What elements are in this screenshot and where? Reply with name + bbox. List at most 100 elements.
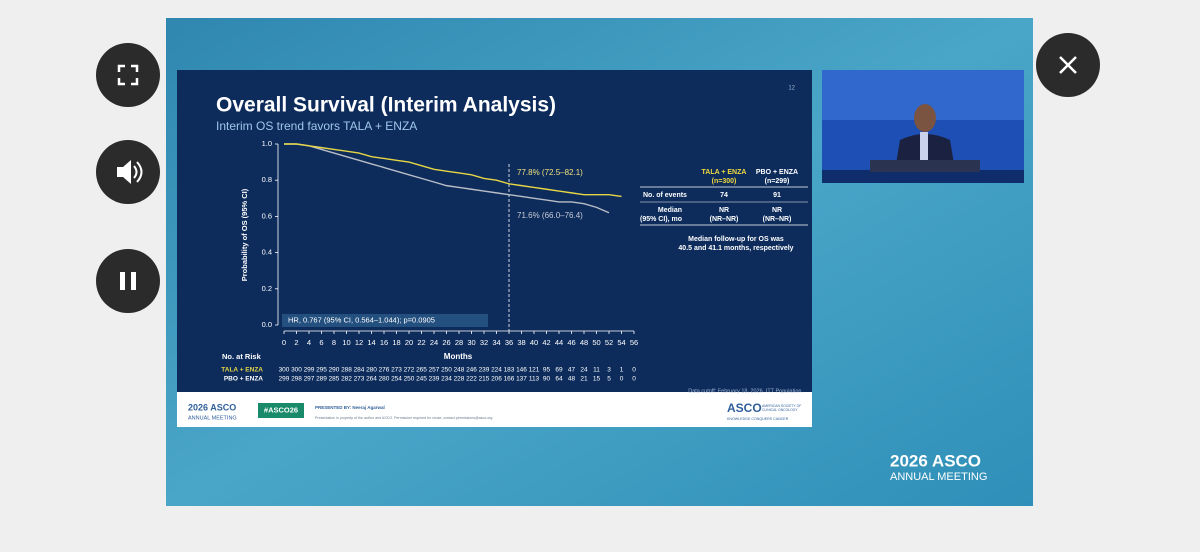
x-tick-label: 18: [392, 338, 400, 347]
y-tick-label: 0.4: [262, 248, 272, 257]
close-button[interactable]: [1036, 33, 1100, 97]
pbo-annotation: 71.6% (66.0–76.4): [517, 211, 583, 220]
at-risk-count: 47: [568, 367, 576, 374]
table-cell: 74: [720, 192, 728, 199]
x-tick-label: 12: [355, 338, 363, 347]
x-tick-label: 8: [332, 338, 336, 347]
at-risk-count: 183: [504, 367, 515, 374]
x-tick-label: 46: [567, 338, 575, 347]
at-risk-count: 248: [454, 367, 465, 374]
footer-meeting: ANNUAL MEETING: [188, 415, 237, 421]
at-risk-label: TALA + ENZA: [221, 367, 263, 374]
table-head: (n=300): [712, 178, 737, 185]
x-tick-label: 20: [405, 338, 413, 347]
at-risk-count: 222: [466, 376, 477, 383]
at-risk-count: 246: [466, 367, 477, 374]
at-risk-count: 3: [607, 367, 611, 374]
x-tick-label: 28: [455, 338, 463, 347]
y-axis-label: Probability of OS (95% CI): [240, 188, 249, 281]
survival-curve: [284, 143, 610, 214]
at-risk-count: 290: [329, 367, 340, 374]
at-risk-count: 299: [304, 367, 315, 374]
x-tick-label: 52: [605, 338, 613, 347]
pause-button[interactable]: [96, 249, 160, 313]
table-cell: NR: [719, 207, 729, 214]
at-risk-count: 300: [291, 367, 302, 374]
at-risk-count: 285: [329, 376, 340, 383]
at-risk-count: 64: [555, 376, 563, 383]
table-head: (n=299): [765, 178, 790, 185]
at-risk-count: 289: [316, 376, 327, 383]
volume-button[interactable]: [96, 140, 160, 204]
at-risk-count: 250: [404, 376, 415, 383]
x-tick-label: 22: [417, 338, 425, 347]
x-tick-label: 32: [480, 338, 488, 347]
at-risk-count: 95: [543, 367, 551, 374]
at-risk-label: PBO + ENZA: [224, 376, 263, 383]
x-axis-label: Months: [444, 352, 473, 361]
at-risk-count: 15: [593, 376, 601, 383]
at-risk-count: 166: [504, 376, 515, 383]
at-risk-count: 257: [429, 367, 440, 374]
at-risk-count: 206: [491, 376, 502, 383]
slide-number: 12: [788, 86, 795, 92]
y-tick-label: 1.0: [262, 139, 272, 148]
at-risk-count: 215: [479, 376, 490, 383]
x-tick-label: 56: [630, 338, 638, 347]
slide-body: [177, 70, 812, 392]
table-head: TALA + ENZA: [702, 169, 747, 176]
speaker-video: [822, 70, 1024, 183]
hr-box: [282, 314, 488, 327]
footer-meeting: 2026 ASCO: [188, 402, 236, 412]
presenter: PRESENTED BY: Neeraj Agarwal: [315, 405, 385, 410]
x-tick-label: 42: [542, 338, 550, 347]
at-risk-count: 224: [491, 367, 502, 374]
x-tick-label: 4: [307, 338, 311, 347]
at-risk-count: 113: [529, 376, 540, 383]
y-tick-label: 0.8: [262, 175, 272, 184]
society: AMERICAN SOCIETY OF: [762, 404, 801, 408]
x-tick-label: 50: [592, 338, 600, 347]
at-risk-count: 273: [391, 367, 402, 374]
at-risk-count: 0: [620, 376, 624, 383]
at-risk-count: 0: [632, 376, 636, 383]
fullscreen-button[interactable]: [96, 43, 160, 107]
watermark: 2026 ASCO: [890, 451, 981, 470]
x-tick-label: 0: [282, 338, 286, 347]
hr-text: HR, 0.767 (95% CI, 0.564–1.044); p=0.090…: [288, 315, 435, 324]
at-risk-count: 254: [391, 376, 402, 383]
at-risk-count: 272: [404, 367, 415, 374]
table-row-label: Median: [658, 207, 682, 214]
tala-annotation: 77.8% (72.5–82.1): [517, 168, 583, 177]
at-risk-count: 297: [304, 376, 315, 383]
at-risk-count: 295: [316, 367, 327, 374]
at-risk-count: 48: [568, 376, 576, 383]
table-cell: (NR–NR): [710, 216, 739, 223]
at-risk-count: 299: [279, 376, 290, 383]
table-cell: (NR–NR): [763, 216, 792, 223]
x-tick-label: 16: [380, 338, 388, 347]
at-risk-count: 282: [341, 376, 352, 383]
table-cell: 91: [773, 192, 781, 199]
table-row-label: No. of events: [643, 192, 687, 199]
at-risk-count: 245: [416, 376, 427, 383]
y-tick-label: 0.6: [262, 211, 272, 220]
notice: Presentation is property of the author a…: [315, 416, 492, 420]
at-risk-count: 137: [516, 376, 527, 383]
at-risk-count: 239: [429, 376, 440, 383]
cutoff: Data cutoff: February 18, 2026. ITT Popu…: [688, 388, 803, 394]
at-risk-count: 90: [543, 376, 551, 383]
table-head: PBO + ENZA: [756, 169, 798, 176]
x-tick-label: 14: [367, 338, 375, 347]
hashtag: #ASCO26: [264, 405, 298, 414]
at-risk-count: 0: [632, 367, 636, 374]
km-chart: 0.00.20.40.60.81.00 2 4 6 8 10 12 14 16 18 20 22 24 2…: [221, 139, 638, 383]
at-risk-count: 11: [593, 367, 600, 374]
at-risk-count: 280: [366, 367, 377, 374]
table-cell: NR: [772, 207, 782, 214]
x-tick-label: 48: [580, 338, 588, 347]
at-risk-count: 234: [441, 376, 452, 383]
at-risk-count: 5: [607, 376, 611, 383]
